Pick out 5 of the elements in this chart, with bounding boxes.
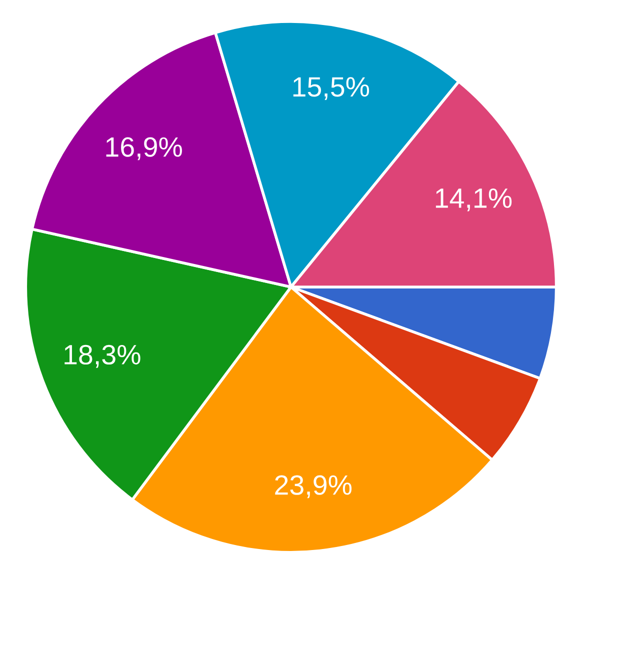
data-label: 15,5% bbox=[293, 77, 370, 100]
data-label: 16,9% bbox=[106, 137, 182, 160]
data-label: 23,9% bbox=[275, 475, 352, 498]
data-label: 14,1% bbox=[436, 188, 512, 212]
data-label: 18,3% bbox=[64, 344, 140, 368]
